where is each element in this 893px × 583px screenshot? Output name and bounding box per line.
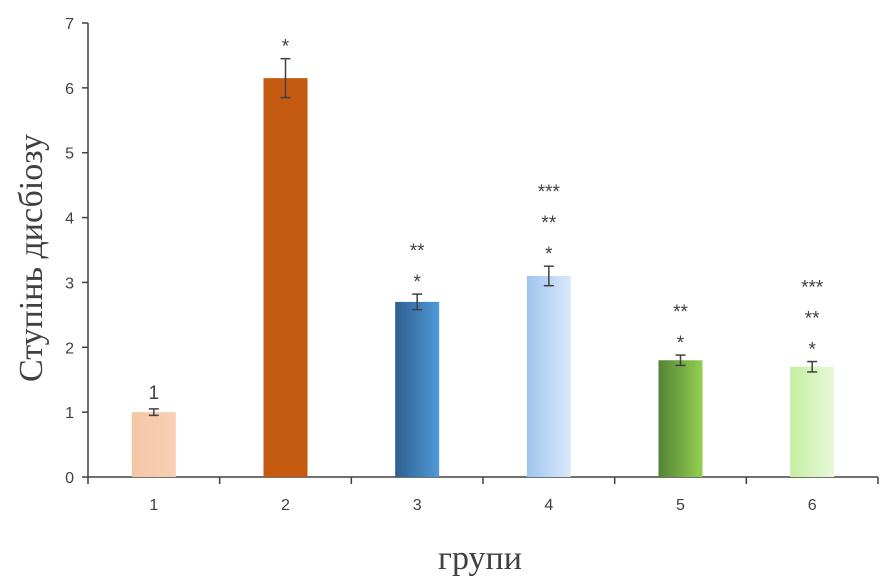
- y-tick-label: 2: [65, 340, 74, 357]
- significance-label: ***: [538, 182, 561, 203]
- bar-5: [658, 360, 703, 477]
- x-tick-label: 5: [676, 497, 685, 514]
- bar-4: [526, 275, 571, 477]
- significance-label: *: [677, 333, 685, 354]
- y-tick-label: 5: [65, 146, 74, 163]
- bar-3: [395, 301, 440, 477]
- significance-label: **: [541, 213, 556, 234]
- y-tick-label: 7: [65, 16, 74, 33]
- y-tick-label: 3: [65, 275, 74, 292]
- y-tick-label: 6: [65, 81, 74, 98]
- x-axis: 1 2 3 4 5 6: [87, 476, 879, 514]
- bar-2: [263, 78, 308, 477]
- x-axis-title: групи: [438, 540, 522, 577]
- significance-label: **: [673, 302, 688, 323]
- x-tick-label: 4: [544, 497, 553, 514]
- y-tick-label: 1: [65, 405, 74, 422]
- significance-label: *: [413, 272, 421, 293]
- y-tick-label: 0: [65, 470, 74, 487]
- significance-label: *: [545, 244, 553, 265]
- bars: 1**** ***************: [131, 37, 835, 477]
- bar-6: [790, 366, 835, 477]
- y-axis: 0 1 2 3 4 5 6 7: [65, 16, 89, 487]
- y-tick-label: 4: [65, 211, 74, 228]
- significance-label: 1: [149, 383, 160, 404]
- y-axis-title: Ступінь дисбіозу: [13, 134, 50, 382]
- x-tick-label: 6: [808, 497, 817, 514]
- x-tick-label: 3: [413, 497, 422, 514]
- significance-label: **: [805, 309, 820, 330]
- x-tick-label: 1: [149, 497, 158, 514]
- x-tick-label: 2: [281, 497, 290, 514]
- significance-label: *: [808, 340, 816, 361]
- bar-1: [131, 412, 176, 477]
- significance-label: ***: [801, 278, 824, 299]
- significance-label: *: [282, 37, 290, 58]
- significance-label: **: [410, 241, 425, 262]
